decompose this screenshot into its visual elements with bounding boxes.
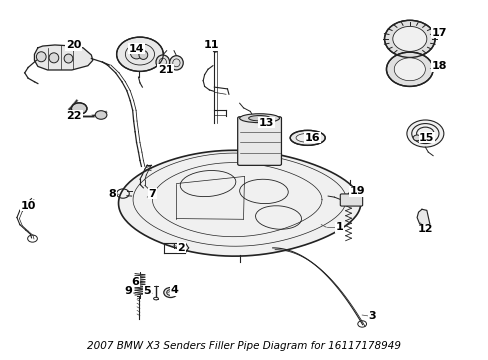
Text: 13: 13 [258, 118, 273, 128]
Ellipse shape [64, 54, 73, 63]
Ellipse shape [156, 55, 169, 69]
Text: 6: 6 [131, 277, 139, 287]
Circle shape [392, 26, 426, 51]
Circle shape [95, 111, 107, 119]
Text: 2007 BMW X3 Senders Filler Pipe Diagram for 16117178949: 2007 BMW X3 Senders Filler Pipe Diagram … [87, 341, 401, 351]
Text: 1: 1 [335, 222, 343, 232]
Text: 3: 3 [367, 311, 375, 321]
Text: 7: 7 [148, 189, 156, 199]
Text: 19: 19 [349, 186, 365, 197]
Polygon shape [34, 45, 93, 70]
Text: 18: 18 [430, 62, 446, 71]
Circle shape [384, 20, 434, 58]
Polygon shape [118, 150, 360, 256]
Ellipse shape [153, 297, 158, 300]
Text: 15: 15 [418, 133, 434, 143]
Circle shape [71, 103, 87, 114]
Text: 21: 21 [158, 65, 173, 75]
Circle shape [116, 37, 163, 71]
Ellipse shape [36, 52, 46, 62]
Text: 4: 4 [170, 285, 178, 295]
Ellipse shape [248, 116, 270, 121]
Ellipse shape [169, 56, 183, 70]
Text: 8: 8 [108, 189, 116, 199]
Ellipse shape [130, 48, 142, 59]
Text: 5: 5 [143, 286, 151, 296]
Ellipse shape [295, 134, 319, 142]
Circle shape [213, 49, 217, 52]
Text: 17: 17 [430, 28, 446, 38]
Polygon shape [416, 209, 429, 229]
Circle shape [393, 58, 425, 81]
Circle shape [163, 288, 177, 297]
Text: 20: 20 [65, 40, 81, 50]
FancyBboxPatch shape [340, 194, 362, 206]
Ellipse shape [289, 130, 325, 145]
Circle shape [412, 135, 420, 141]
Text: 9: 9 [124, 287, 132, 296]
Ellipse shape [139, 50, 147, 59]
Text: 11: 11 [203, 40, 219, 50]
Text: 16: 16 [304, 133, 320, 143]
Circle shape [386, 52, 432, 86]
Circle shape [406, 120, 443, 147]
FancyBboxPatch shape [237, 117, 281, 165]
Text: 22: 22 [66, 111, 82, 121]
Ellipse shape [49, 53, 59, 63]
Text: 12: 12 [417, 224, 432, 234]
Ellipse shape [239, 114, 279, 123]
Text: 2: 2 [177, 243, 185, 253]
Text: 10: 10 [20, 201, 36, 211]
Text: 14: 14 [128, 44, 144, 54]
